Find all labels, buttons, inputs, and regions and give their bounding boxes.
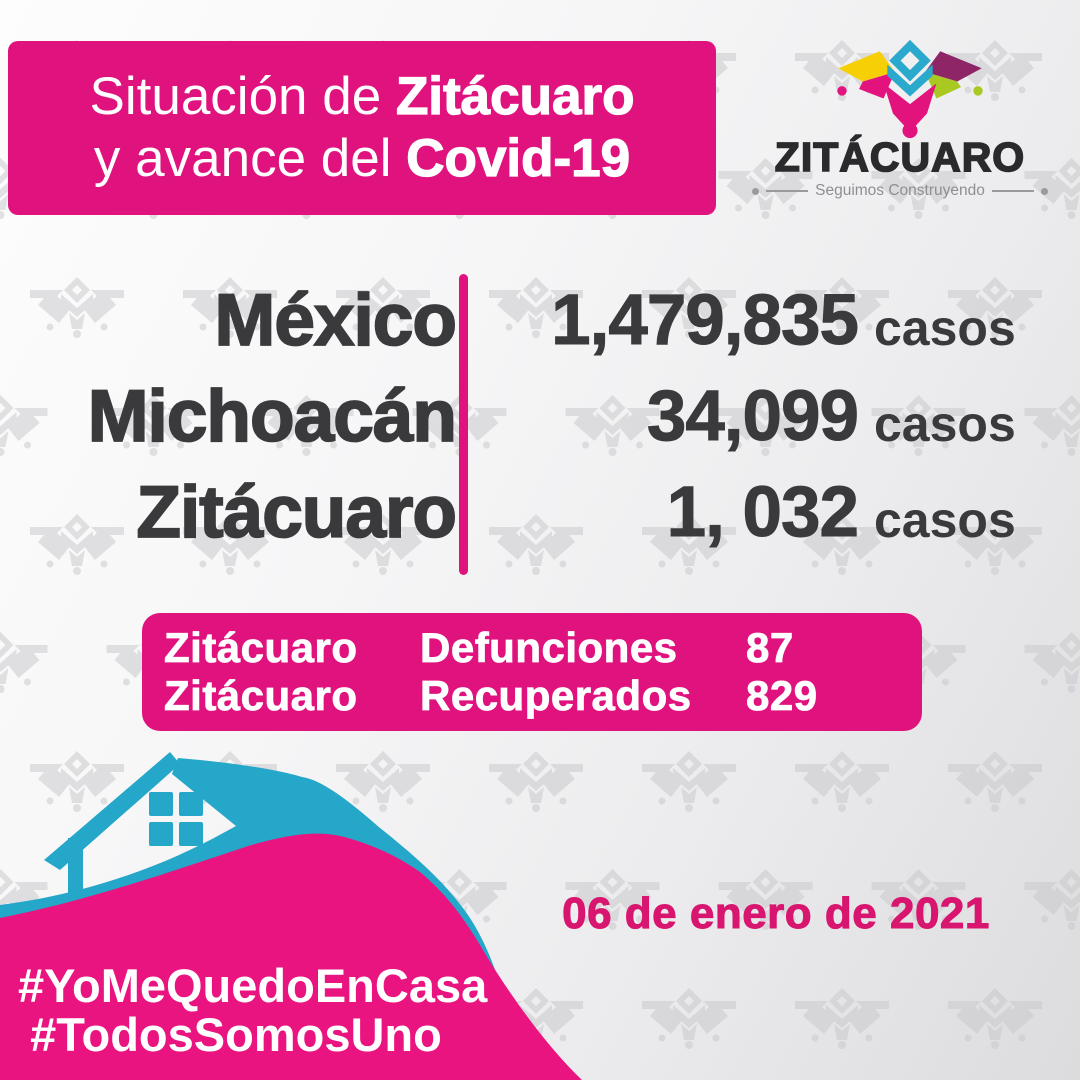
stat-label: Zitácuaro: [136, 472, 458, 554]
logo-tagline: Seguimos Construyendo: [752, 182, 1048, 200]
stat-label: Michoacán: [87, 376, 458, 458]
stat-value: 1, 032: [666, 473, 859, 553]
stat-value: 1,479,835: [551, 281, 860, 361]
banner-line2-bold: Covid-19: [406, 128, 631, 188]
zitacuaro-emblem-icon: [837, 39, 983, 139]
summary-metric: Recuperados: [420, 672, 692, 720]
banner-line1-regular: Situación de: [89, 67, 396, 126]
banner-line1-bold: Zitácuaro: [395, 66, 635, 126]
summary-row-recuperados: Zitácuaro Recuperados 829: [164, 672, 922, 720]
hashtags-block: #YoMeQuedoEnCasa #TodosSomosUno: [18, 959, 488, 1061]
stay-home-house-illustration: [0, 752, 582, 1080]
logo-wordmark: ZITÁCUARO: [774, 133, 1026, 181]
situacion-banner: Situación de Zitácuaro y avance del Covi…: [8, 41, 716, 215]
tagline-right-rule: [991, 190, 1034, 192]
stat-unit: casos: [874, 396, 1016, 452]
summary-row-defunciones: Zitácuaro Defunciones 87: [164, 624, 922, 672]
deaths-recovered-box: Zitácuaro Defunciones 87 Zitácuaro Recup…: [142, 613, 922, 731]
banner-title-line2: y avance del Covid-19: [8, 128, 716, 190]
summary-value: 87: [746, 624, 794, 672]
stat-unit: casos: [874, 300, 1016, 356]
stat-row-zitacuaro: Zitácuaro 1, 032 casos: [0, 472, 1080, 554]
summary-value: 829: [746, 672, 818, 720]
stat-row-mexico: México 1,479,835 casos: [0, 280, 1080, 362]
stat-unit: casos: [874, 492, 1016, 548]
tagline-text: Seguimos Construyendo: [815, 182, 985, 199]
stats-divider: [459, 274, 468, 575]
tagline-left-rule: [766, 190, 809, 192]
summary-place: Zitácuaro: [164, 624, 358, 672]
stat-value: 34,099: [646, 377, 859, 457]
banner-title-line1: Situación de Zitácuaro: [8, 66, 716, 128]
report-date: 06 de enero de 2021: [562, 889, 990, 939]
hashtag-all-one: #TodosSomosUno: [30, 1008, 442, 1061]
stat-label: México: [214, 280, 458, 362]
pink-wave: [0, 833, 582, 1080]
hashtag-stay-home: #YoMeQuedoEnCasa: [18, 959, 488, 1012]
banner-line2-regular: y avance del: [93, 129, 407, 188]
summary-metric: Defunciones: [420, 624, 678, 672]
summary-place: Zitácuaro: [164, 672, 358, 720]
tagline-right-dot-icon: [1041, 187, 1048, 195]
stat-row-michoacan: Michoacán 34,099 casos: [0, 376, 1080, 458]
tagline-left-dot-icon: [752, 187, 759, 195]
